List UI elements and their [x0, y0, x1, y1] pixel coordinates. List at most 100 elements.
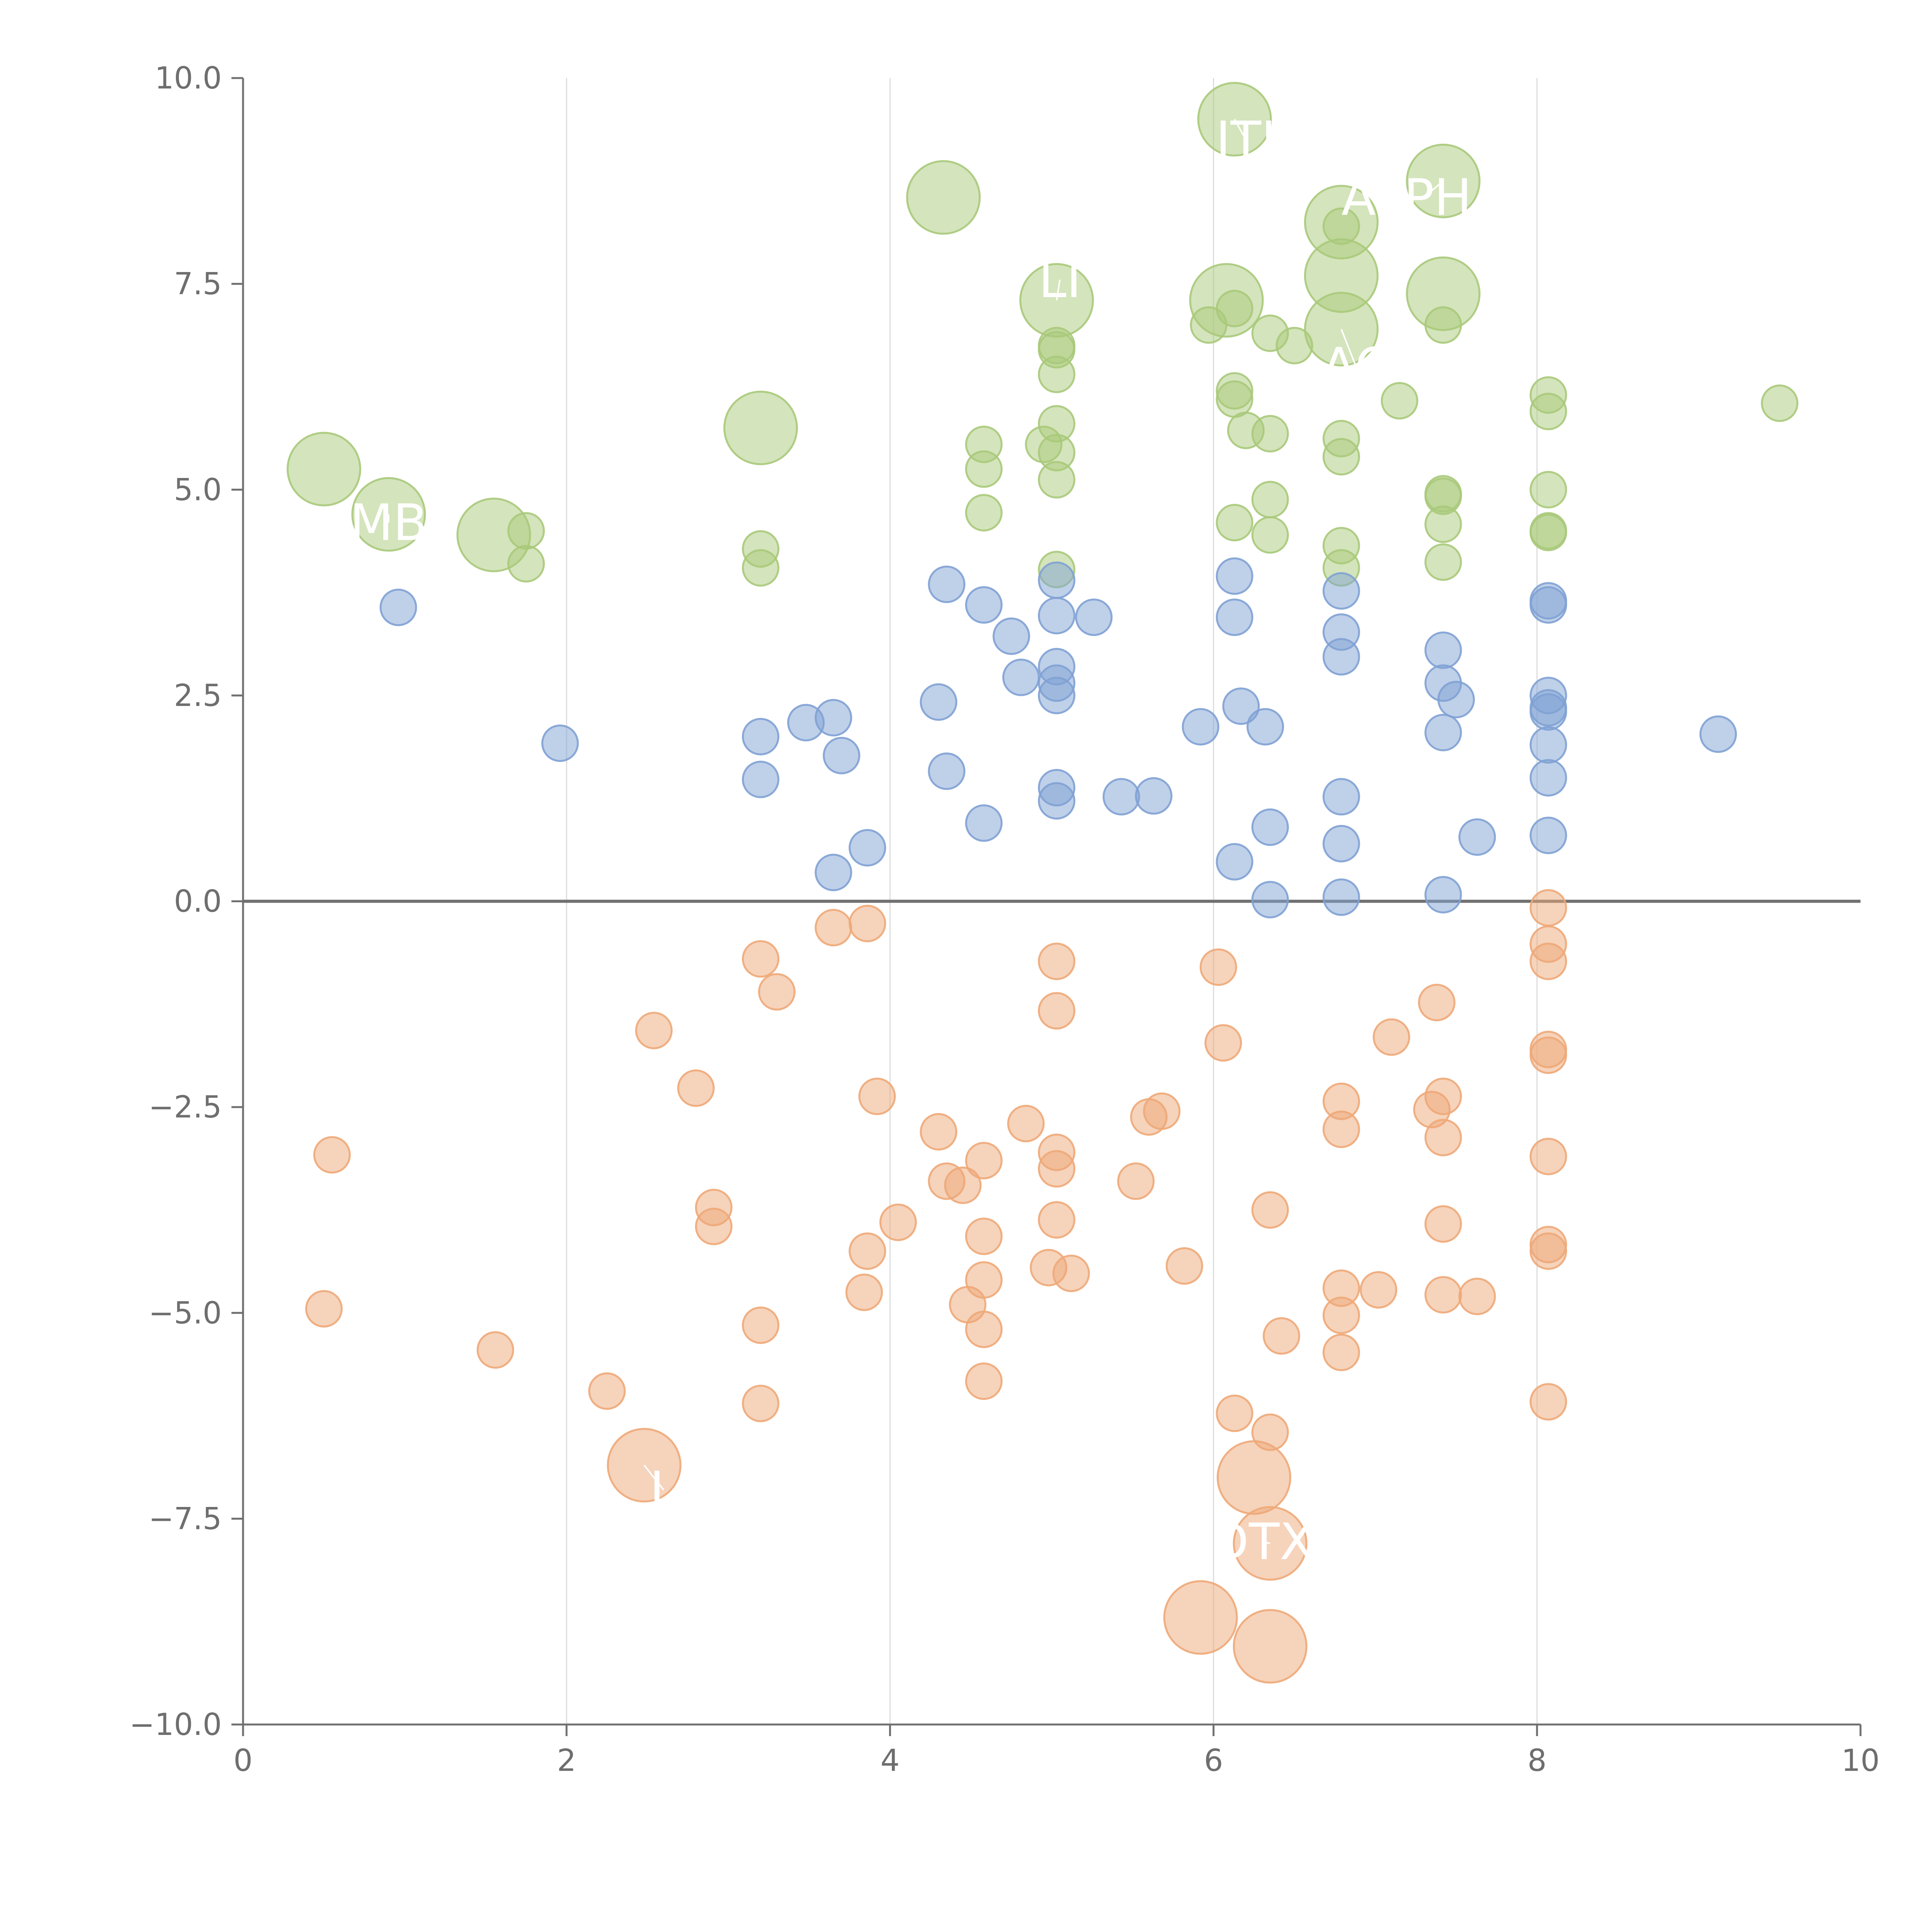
negative-point-47 — [1251, 1191, 1289, 1229]
positive-low-point-6 — [823, 736, 861, 774]
x-tick-label-4: 8 — [1527, 1743, 1547, 1778]
positive-low-point-15 — [965, 804, 1003, 842]
positive-low-point-54 — [1699, 715, 1737, 753]
negative-point-14 — [758, 973, 796, 1011]
positive-high-point-37 — [1038, 461, 1076, 499]
positive-low-point-20 — [1038, 677, 1076, 714]
negative-point-39 — [1052, 1254, 1090, 1292]
annotation-label-3: AC — [1321, 337, 1390, 396]
negative-point-71 — [1529, 1232, 1567, 1270]
negative-point-16 — [742, 1384, 780, 1422]
y-tick-label-5: 2.5 — [174, 679, 222, 713]
positive-low-point-12 — [1002, 658, 1040, 696]
negative-point-9 — [635, 1012, 673, 1049]
negative-point-1 — [1216, 1440, 1291, 1515]
positive-high-point-18 — [1276, 327, 1313, 364]
positive-low-point-21 — [1075, 598, 1113, 636]
negative-point-48 — [1262, 1317, 1300, 1355]
negative-point-63 — [1458, 1277, 1496, 1315]
positive-low-point-42 — [1437, 681, 1475, 719]
positive-low-point-38 — [1322, 825, 1360, 862]
annotation-leader-5 — [643, 1464, 664, 1491]
positive-low-point-5 — [815, 699, 852, 736]
y-tick-label-1: −7.5 — [149, 1502, 222, 1536]
negative-point-25 — [944, 1167, 982, 1204]
negative-point-68 — [1529, 1036, 1567, 1074]
x-tick-label-2: 4 — [881, 1743, 900, 1778]
positive-high-point-16 — [1424, 306, 1462, 344]
positive-low-point-0 — [379, 588, 417, 626]
positive-high-point-44 — [1424, 505, 1462, 543]
negative-point-28 — [965, 1218, 1003, 1255]
annotation-leader-6 — [1262, 1541, 1270, 1544]
y-tick-label-0: −10.0 — [129, 1708, 222, 1742]
positive-low-point-32 — [1216, 843, 1253, 881]
positive-high-point-15 — [1190, 306, 1228, 344]
positive-low-point-9 — [928, 565, 966, 603]
positive-high-point-26 — [1529, 393, 1567, 430]
negative-point-34 — [1038, 992, 1076, 1030]
negative-point-3 — [1163, 1580, 1238, 1655]
negative-point-72 — [1529, 1383, 1567, 1421]
bubble-labels-layer: ITI ALPHA LI AC MB L DTX — [350, 111, 1506, 1571]
positive-low-point-33 — [1251, 881, 1289, 918]
positive-high-point-51 — [507, 545, 545, 583]
negative-point-12 — [695, 1208, 733, 1245]
negative-point-30 — [965, 1310, 1003, 1348]
positive-low-point-43 — [1424, 714, 1462, 752]
negative-point-7 — [476, 1331, 514, 1369]
positive-low-point-2 — [742, 718, 780, 755]
y-tick-label-8: 10.0 — [155, 61, 222, 96]
negative-point-59 — [1424, 1077, 1462, 1115]
positive-low-point-28 — [1216, 598, 1253, 636]
positive-low-point-25 — [1135, 777, 1173, 815]
positive-low-point-30 — [1247, 708, 1284, 746]
negative-point-18 — [849, 905, 886, 942]
positive-low-point-13 — [920, 683, 957, 721]
negative-point-27 — [965, 1142, 1003, 1180]
positive-high-point-55 — [1424, 543, 1462, 581]
positive-low-point-52 — [1529, 759, 1567, 797]
negative-point-20 — [849, 1232, 886, 1270]
negative-point-32 — [1007, 1105, 1045, 1143]
negative-point-51 — [1322, 1111, 1360, 1148]
negative-point-4 — [1233, 1609, 1308, 1684]
negative-point-31 — [965, 1362, 1003, 1400]
positive-low-point-7 — [815, 854, 852, 891]
negative-point-21 — [845, 1273, 883, 1311]
x-tick-label-1: 2 — [557, 1743, 576, 1778]
negative-point-42 — [1143, 1092, 1181, 1130]
positive-low-point-11 — [992, 617, 1030, 655]
bubble-layer — [286, 82, 1799, 1684]
negative-point-45 — [1204, 1024, 1242, 1062]
annotation-leader-0 — [1234, 119, 1247, 140]
negative-point-13 — [742, 940, 780, 978]
positive-high-point-36 — [965, 450, 1003, 488]
positive-low-point-53 — [1529, 816, 1567, 854]
negative-point-8 — [588, 1372, 626, 1410]
positive-low-point-27 — [1216, 557, 1253, 595]
positive-low-point-40 — [1424, 631, 1462, 669]
positive-low-point-31 — [1251, 808, 1289, 846]
positive-high-point-41 — [1251, 481, 1289, 519]
positive-high-point-2 — [906, 160, 981, 235]
negative-point-58 — [1418, 984, 1456, 1022]
negative-point-33 — [1038, 942, 1076, 980]
negative-point-62 — [1424, 1276, 1462, 1314]
positive-high-point-43 — [1216, 503, 1253, 541]
y-tick-label-2: −5.0 — [149, 1296, 222, 1331]
positive-low-point-39 — [1322, 878, 1360, 916]
positive-low-point-29 — [1222, 687, 1260, 725]
positive-high-point-23 — [1216, 380, 1253, 418]
negative-point-36 — [1038, 1150, 1076, 1188]
positive-low-point-36 — [1322, 638, 1360, 676]
annotation-label-5: L — [650, 1461, 677, 1519]
positive-high-point-27 — [1761, 384, 1799, 422]
positive-low-point-1 — [541, 724, 579, 762]
positive-low-point-8 — [849, 829, 886, 867]
negative-point-56 — [1372, 1018, 1410, 1056]
positive-low-point-47 — [1529, 586, 1567, 624]
negative-point-64 — [1529, 889, 1567, 927]
